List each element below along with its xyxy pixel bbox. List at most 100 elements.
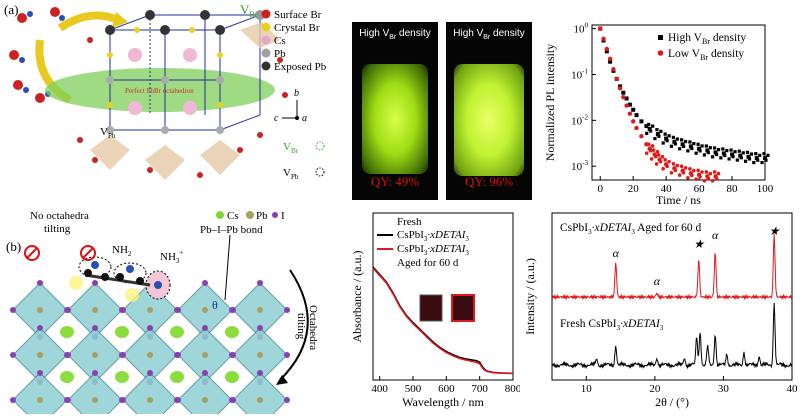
data-point — [731, 154, 735, 159]
data-point — [762, 152, 766, 156]
detai-molecule — [69, 256, 171, 302]
data-point — [730, 152, 735, 157]
i-atom — [10, 307, 16, 313]
vial-photo-2: High VBr density QY: 96% — [446, 22, 532, 200]
data-point — [725, 149, 729, 153]
xrd-chart: 10 20 30 40 2θ / (°) Intensity / (a.u.) α α ★ α ★ C… — [520, 205, 800, 414]
cs-atom — [170, 371, 184, 383]
legend-text: Cs — [274, 35, 286, 47]
data-point — [624, 96, 629, 101]
data-point — [696, 142, 700, 146]
fresh-label: Fresh CsPbI3·xDETAI3 — [560, 318, 664, 332]
photo-caption: High VBr density — [453, 28, 525, 41]
data-point — [647, 126, 652, 131]
x-tick-label: 40 — [787, 383, 799, 395]
i-atom — [147, 325, 153, 331]
legend-text: Crystal Br — [274, 22, 320, 34]
data-point — [661, 166, 665, 171]
glowing-vial — [454, 64, 524, 176]
data-point — [627, 102, 632, 107]
data-point — [667, 134, 671, 138]
x-tick-label: 0 — [597, 183, 603, 195]
no-tilting-label-1: No octahedra — [30, 210, 89, 222]
y-tick-label: 100 — [574, 22, 589, 36]
pl-decay-svg: 0 20 40 60 80 100 100 10-1 10-2 10-3 Time / ns Norm… — [543, 22, 774, 207]
data-point — [688, 144, 693, 149]
i-atom — [284, 352, 290, 358]
data-point — [690, 173, 694, 178]
xrd-pattern — [551, 302, 793, 370]
data-point — [746, 154, 751, 159]
data-point — [675, 137, 679, 141]
octahedra-figure: (b) No octahedra tilting NH2 NH3+ Pb–I–P… — [6, 210, 319, 419]
i-atom — [230, 352, 236, 358]
pl-decay-chart: 0 20 40 60 80 100 100 10-1 10-2 10-3 Time / ns Norm… — [540, 0, 800, 207]
x-axis-label: Time / ns — [656, 193, 701, 205]
i-atom — [10, 352, 16, 358]
i-atom — [120, 352, 126, 358]
pb-atom — [147, 352, 153, 358]
data-point — [604, 49, 609, 54]
pb-atom — [202, 307, 208, 313]
i-atom — [257, 325, 263, 331]
cs-atom — [170, 326, 184, 338]
data-point — [658, 159, 663, 164]
plot-frame — [372, 212, 514, 381]
data-point — [677, 173, 682, 177]
octahedra-lattice — [10, 280, 290, 419]
data-point — [754, 152, 758, 156]
x-tick-label: 10 — [581, 383, 593, 395]
data-point — [604, 46, 610, 52]
y-axis-label: Absorbance / (a.u.) — [350, 251, 364, 343]
data-point — [688, 140, 692, 144]
pb-atom — [37, 397, 43, 403]
pbi6-octahedron — [67, 372, 123, 419]
data-point — [682, 144, 686, 149]
data-point — [737, 149, 741, 153]
x-tick-label: 800 — [505, 383, 520, 395]
i-atom — [202, 370, 208, 376]
data-point — [683, 166, 688, 170]
pb-i-pb-label: Pb–I–Pb bond — [200, 224, 263, 236]
pb-atom — [37, 307, 43, 313]
data-point — [712, 146, 717, 150]
vbr-key: VBr — [283, 141, 299, 155]
pb-atom — [92, 397, 98, 403]
data-point — [688, 167, 692, 171]
data-point — [660, 154, 665, 159]
series-line — [372, 266, 514, 375]
data-point — [712, 170, 717, 174]
i-atom — [284, 397, 290, 403]
x-tick-label: 30 — [718, 383, 730, 395]
x-tick-label: 100 — [757, 183, 774, 195]
i-atom — [202, 280, 208, 286]
pb-atom — [257, 307, 263, 313]
i-atom — [92, 280, 98, 286]
x-tick-label: 20 — [628, 183, 640, 195]
data-point — [680, 142, 685, 147]
legend-marker — [658, 35, 663, 40]
i-atom — [65, 307, 71, 313]
legend-text: High VBr density — [668, 32, 746, 46]
i-atom — [120, 397, 126, 403]
data-point — [669, 144, 674, 148]
svg-text:c: c — [274, 113, 279, 124]
data-point — [716, 171, 721, 176]
data-point — [650, 144, 655, 148]
nh2-label: NH2 — [112, 244, 132, 258]
pb-atom — [257, 397, 263, 403]
data-point — [639, 134, 644, 139]
data-point — [639, 119, 644, 124]
i-atom — [284, 307, 290, 313]
i-atom — [175, 397, 181, 403]
data-point — [608, 59, 613, 64]
i-atom — [37, 370, 43, 376]
data-point — [627, 111, 633, 116]
x-tick-label: 80 — [727, 183, 739, 195]
data-point — [644, 124, 649, 129]
vial-photo-1: High VBr density QY: 49% — [352, 22, 438, 200]
data-point — [653, 154, 658, 159]
pb-atom — [92, 307, 98, 313]
data-point — [719, 156, 723, 160]
